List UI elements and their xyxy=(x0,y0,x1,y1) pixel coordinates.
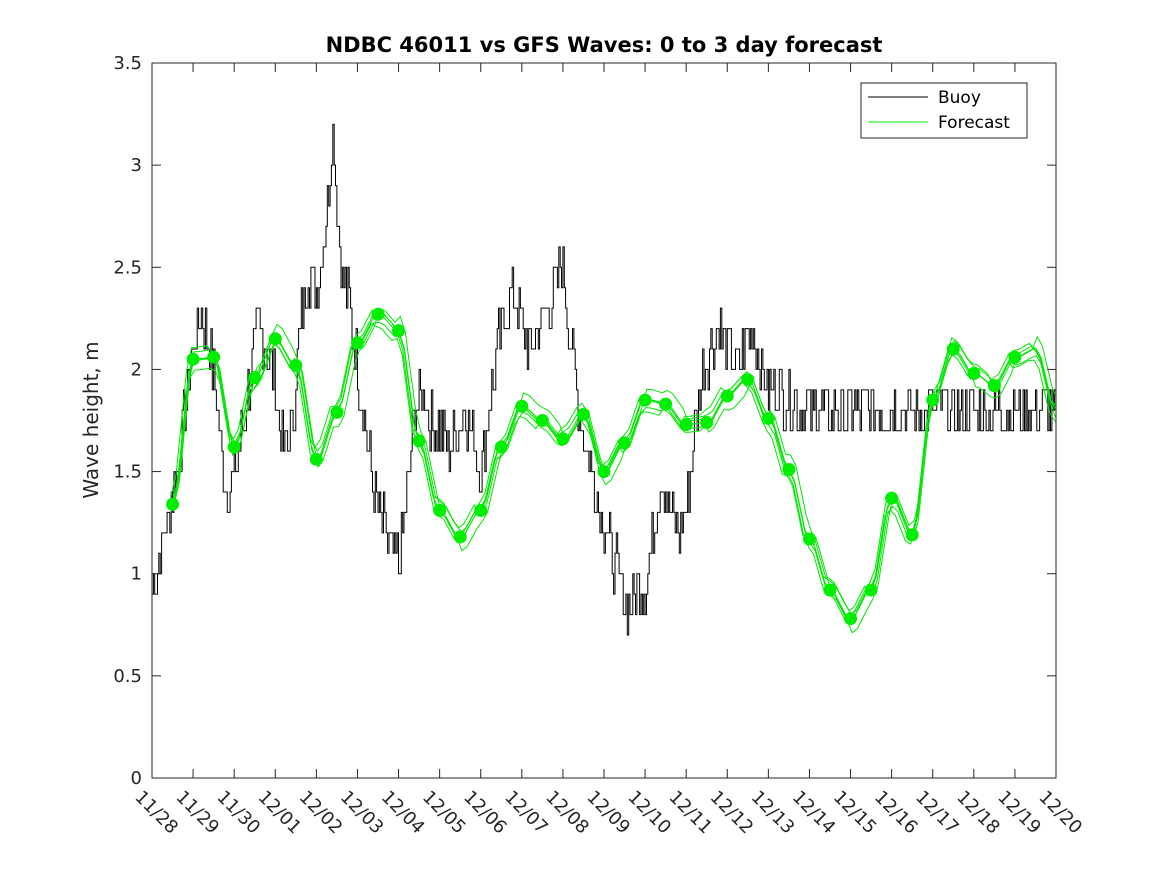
legend: Buoy Forecast xyxy=(860,82,1028,139)
y-tick-label: 1.5 xyxy=(113,462,142,483)
forecast-point xyxy=(1008,350,1022,364)
y-tick-label: 1 xyxy=(131,564,142,585)
forecast-point xyxy=(166,497,180,511)
forecast-point xyxy=(392,324,406,338)
forecast-point xyxy=(515,399,529,413)
forecast-point xyxy=(412,434,426,448)
forecast-point xyxy=(905,528,919,542)
forecast-point xyxy=(494,440,508,454)
forecast-point xyxy=(761,411,775,425)
forecast-point xyxy=(885,491,899,505)
forecast-point xyxy=(638,393,652,407)
forecast-point xyxy=(720,389,734,403)
y-axis-label: Wave height, m xyxy=(79,341,103,498)
forecast-point xyxy=(864,583,878,597)
forecast-point xyxy=(330,405,344,419)
forecast-point xyxy=(309,452,323,466)
forecast-point xyxy=(453,530,467,544)
legend-box xyxy=(860,82,1028,139)
legend-forecast-label: Forecast xyxy=(938,113,1010,133)
y-tick-label: 2 xyxy=(131,359,142,380)
forecast-point xyxy=(967,367,981,381)
legend-buoy-label: Buoy xyxy=(938,88,981,108)
chart-title: NDBC 46011 vs GFS Waves: 0 to 3 day fore… xyxy=(326,33,883,57)
forecast-point xyxy=(597,465,611,479)
forecast-point xyxy=(371,307,385,321)
forecast-point xyxy=(207,350,221,364)
forecast-point xyxy=(679,418,693,432)
forecast-point xyxy=(186,352,200,366)
buoy-series-line xyxy=(152,123,1056,636)
forecast-point xyxy=(987,379,1001,393)
forecast-point xyxy=(618,436,632,450)
y-tick-label: 3 xyxy=(131,155,142,176)
y-tick-label: 0 xyxy=(131,768,142,789)
forecast-point xyxy=(782,463,796,477)
forecast-point xyxy=(844,612,858,626)
forecast-point xyxy=(535,414,549,427)
forecast-point xyxy=(289,358,303,372)
forecast-point xyxy=(248,371,262,385)
forecast-point xyxy=(474,503,488,517)
forecast-series-line xyxy=(170,322,1056,612)
forecast-point xyxy=(823,583,837,597)
forecast-point xyxy=(741,373,755,387)
forecast-point xyxy=(659,397,673,411)
forecast-point xyxy=(802,532,816,546)
forecast-point xyxy=(350,336,364,350)
forecast-point xyxy=(700,416,714,430)
forecast-point xyxy=(433,503,447,517)
y-tick-label: 0.5 xyxy=(113,666,142,687)
forecast-point xyxy=(556,432,570,446)
forecast-point xyxy=(926,393,940,407)
forecast-point xyxy=(946,342,960,356)
forecast-point xyxy=(268,332,282,346)
y-tick-label: 2.5 xyxy=(113,257,142,278)
forecast-point xyxy=(576,407,590,421)
forecast-point xyxy=(227,440,241,454)
y-tick-label: 3.5 xyxy=(113,53,142,74)
